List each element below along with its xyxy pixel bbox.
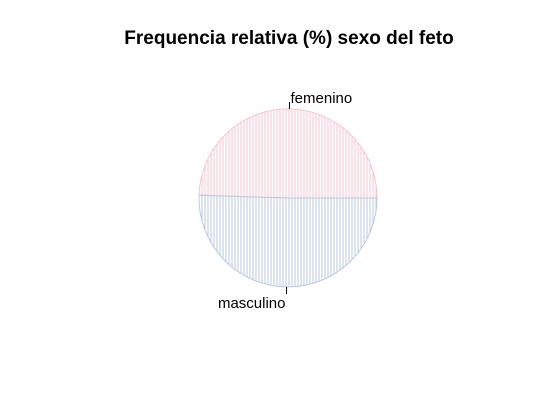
- pie-slice-femenino: [198, 108, 378, 199]
- pie-slice-masculino: [198, 194, 378, 288]
- chart-title: Frequencia relativa (%) sexo del feto: [124, 28, 454, 49]
- slice-label-masculino: masculino: [218, 295, 286, 312]
- slice-label-femenino: femenino: [291, 90, 353, 107]
